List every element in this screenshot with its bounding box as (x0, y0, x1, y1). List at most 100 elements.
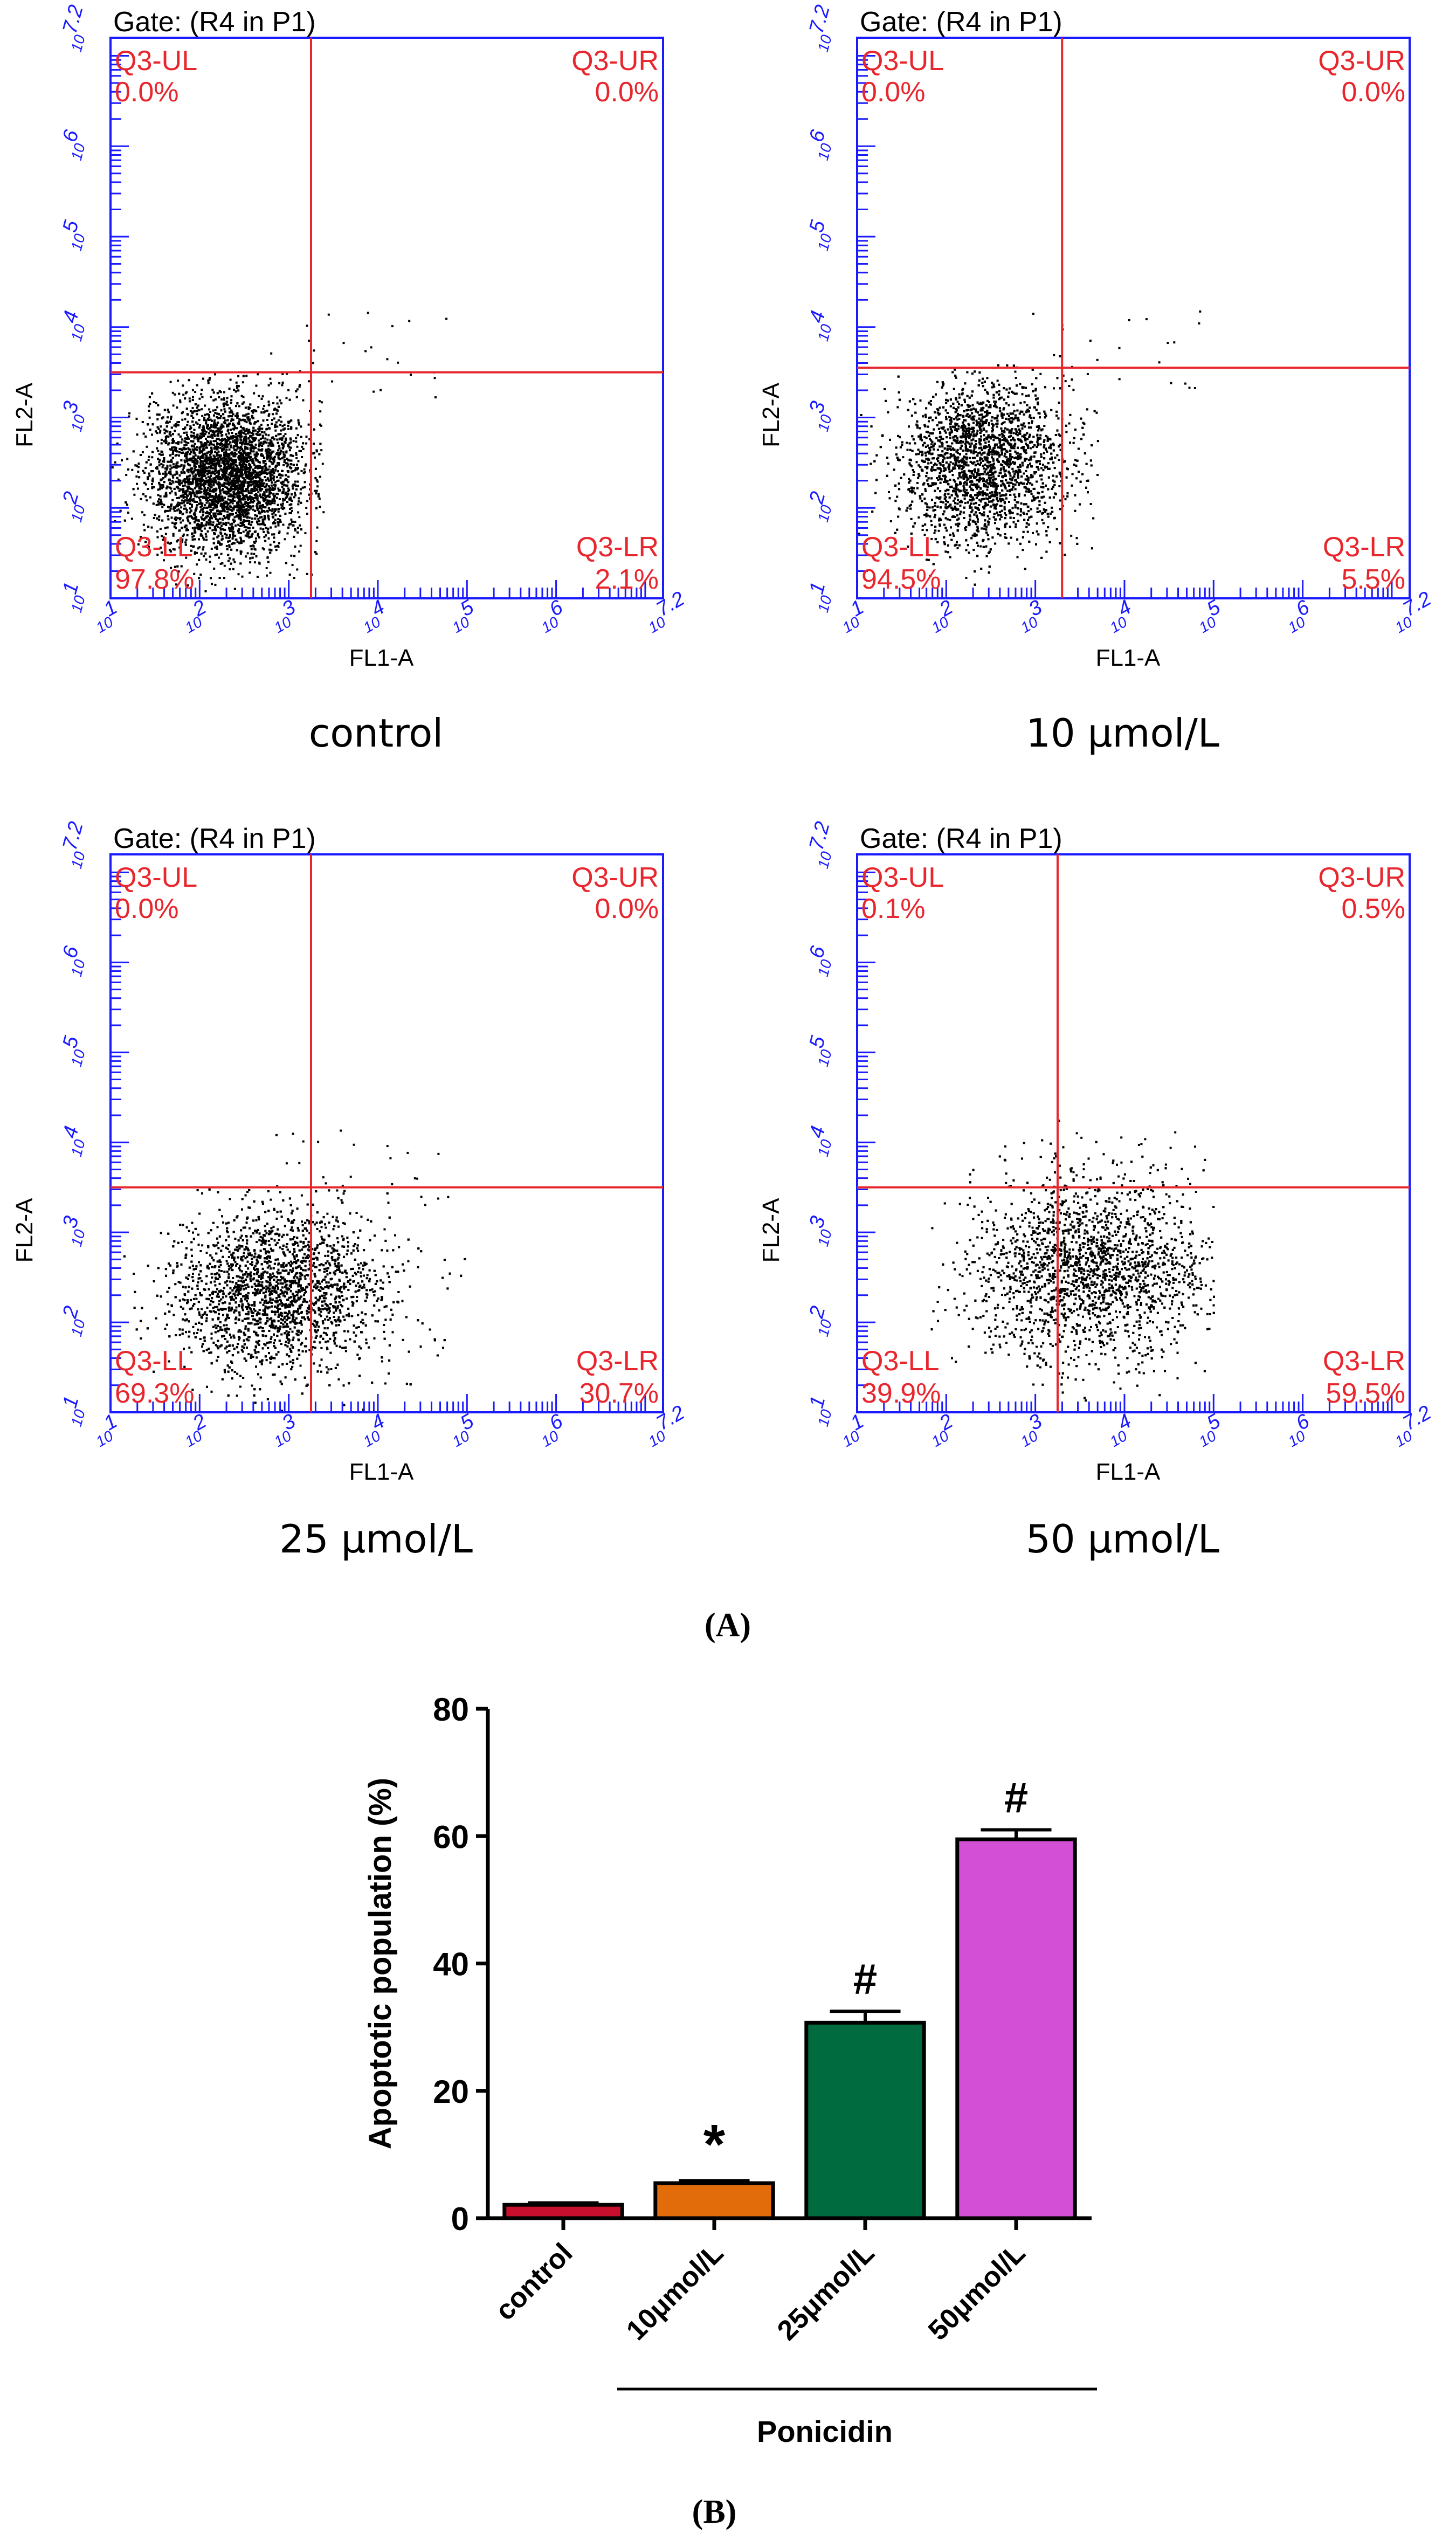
x-tick-label: 105 (1189, 596, 1229, 636)
y-tick-label: 103 (54, 1214, 91, 1248)
bar (505, 2205, 622, 2218)
quadrant-percent: 0.0% (861, 77, 926, 108)
x-tick-label: 106 (532, 596, 571, 636)
x-tick-label: 104 (1100, 596, 1139, 636)
panel-a-flow-plots: Gate: (R4 in P1) 101 102 103 104 105 106 107.2 1… (11, 3, 1439, 1562)
y-tick-label: 101 (54, 579, 91, 614)
panel-a-label: (A) (705, 1607, 751, 1644)
y-axis-label: FL2-A (11, 382, 38, 447)
y-tick-label: 104 (54, 1124, 91, 1158)
quadrant-name: Q3-UL (861, 45, 944, 77)
quadrant-name: Q3-LL (861, 1345, 940, 1377)
bar (806, 2023, 924, 2218)
quadrant-name: Q3-LL (115, 532, 193, 563)
y-tick-label: 102 (801, 1303, 838, 1338)
quadrant-name: Q3-LR (576, 1345, 659, 1377)
y-axis-label: FL2-A (758, 382, 784, 447)
x-tick-label: 106 (1278, 596, 1318, 636)
x-tick-label: 101 (86, 596, 126, 636)
y-tick-label: 105 (54, 218, 92, 253)
axis-ticks (111, 872, 645, 1412)
y-tick-label: 60 (433, 1819, 469, 1855)
quadrant-name: Q3-UL (115, 45, 197, 77)
quadrant-name: Q3-UR (571, 45, 659, 77)
plot-frame (111, 854, 663, 1412)
x-tick-label: 102 (175, 596, 215, 636)
x-tick-label: 105 (443, 596, 482, 636)
x-tick-label: 101 (833, 596, 872, 636)
x-tick-label: 101 (833, 1410, 872, 1450)
group-label: Ponicidin (757, 2414, 893, 2448)
y-tick-label: 105 (54, 1033, 92, 1068)
significance-mark: # (1004, 1773, 1029, 1821)
x-tick-label: 105 (443, 1410, 482, 1450)
quadrant-name: Q3-LL (115, 1345, 193, 1377)
plot-caption: 10 µmol/L (1026, 710, 1219, 756)
quadrant-percent: 0.0% (115, 77, 179, 108)
y-tick-label: 105 (801, 218, 838, 253)
x-tick-label: 104 (353, 596, 392, 636)
quadrant-percent: 0.0% (1341, 77, 1405, 108)
flow-plot-4: Gate: (R4 in P1)101102103104105106107.21… (758, 819, 1439, 1562)
plot-caption: control (309, 710, 444, 756)
significance-mark: # (853, 1955, 878, 2003)
quadrant-percent: 30.7% (579, 1378, 659, 1409)
x-tick-label: 102 (175, 1410, 215, 1450)
x-tick-label: 103 (1011, 1410, 1050, 1450)
quadrant-percent: 94.5% (861, 564, 941, 595)
quadrant-percent: 5.5% (1341, 564, 1405, 595)
y-tick-label: 106 (54, 943, 92, 978)
y-axis-label: FL2-A (758, 1198, 784, 1262)
quadrant-percent: 0.1% (861, 893, 926, 924)
significance-mark: * (703, 2113, 726, 2176)
x-tick-label: 105 (1189, 1410, 1229, 1450)
category-label: 10μmol/L (620, 2237, 729, 2346)
quadrant-name: Q3-UR (1318, 862, 1405, 893)
panel-b-label: (B) (692, 2494, 737, 2530)
x-tick-label: 103 (264, 596, 303, 636)
y-axis-label: Apoptotic population (%) (363, 1778, 398, 2149)
plot-frame (857, 854, 1410, 1412)
y-tick-label: 107.2 (54, 819, 95, 871)
y-tick-label: 102 (801, 489, 838, 524)
x-tick-label: 106 (1278, 1410, 1318, 1450)
y-tick-label: 0 (451, 2201, 469, 2237)
y-tick-label: 102 (54, 489, 91, 524)
x-axis-label: FL1-A (1096, 1459, 1161, 1485)
y-tick-label: 102 (54, 1303, 91, 1338)
x-tick-label: 103 (264, 1410, 303, 1450)
gate-title: Gate: (R4 in P1) (113, 6, 316, 38)
x-tick-label: 104 (1100, 1410, 1139, 1450)
y-tick-label: 103 (801, 1214, 838, 1248)
y-tick-label: 107.2 (801, 819, 842, 871)
quadrant-percent: 0.5% (1341, 893, 1405, 924)
plot-caption: 50 µmol/L (1026, 1516, 1219, 1562)
flow-plot-1: Gate: (R4 in P1)101102103104105106107.21… (11, 3, 693, 756)
plot-caption: 25 µmol/L (279, 1516, 473, 1562)
x-tick-label: 103 (1011, 596, 1050, 636)
bar (655, 2183, 773, 2218)
y-tick-label: 101 (54, 1393, 91, 1428)
quadrant-name: Q3-UL (861, 862, 944, 893)
category-label: 25μmol/L (771, 2237, 880, 2346)
x-axis-label: FL1-A (349, 645, 414, 671)
x-tick-label: 102 (922, 1410, 961, 1450)
x-axis-label: FL1-A (349, 1459, 414, 1485)
x-tick-label: 104 (353, 1410, 392, 1450)
quadrant-percent: 0.0% (595, 77, 659, 108)
y-tick-label: 107.2 (801, 3, 842, 54)
axis-ticks (857, 56, 1392, 598)
y-tick-label: 101 (801, 1393, 838, 1428)
x-tick-label: 106 (532, 1410, 571, 1450)
y-tick-label: 106 (801, 127, 838, 162)
plot-frame (857, 38, 1410, 598)
quadrant-name: Q3-LL (861, 532, 940, 563)
x-axis-label: FL1-A (1096, 645, 1161, 671)
y-tick-label: 80 (433, 1692, 469, 1728)
quadrant-name: Q3-UL (115, 862, 197, 893)
quadrant-percent: 59.5% (1326, 1378, 1405, 1409)
y-tick-label: 104 (801, 1124, 838, 1158)
